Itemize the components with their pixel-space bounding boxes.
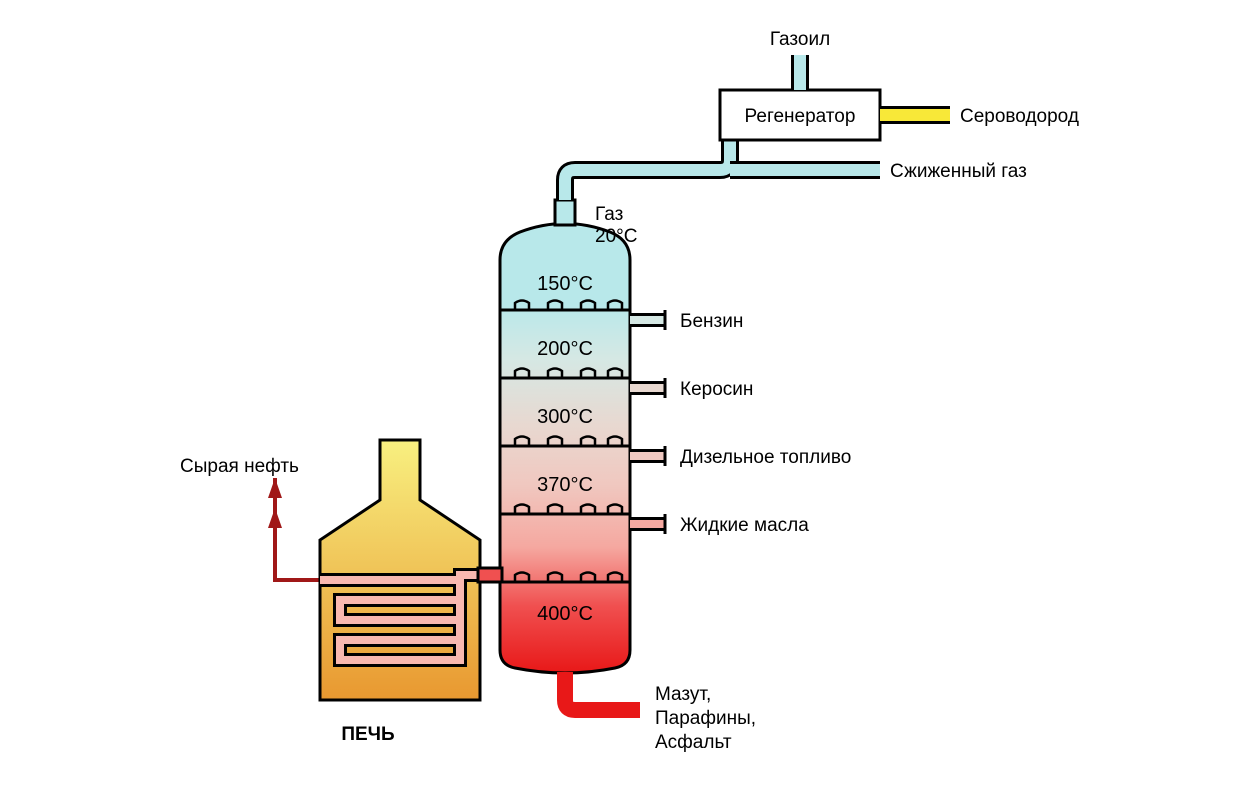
bottom-label-3: Асфальт [655, 732, 732, 753]
bottom-label-2: Парафины, [655, 708, 756, 729]
temp-300: 300°C [537, 406, 593, 428]
liquid-oils-label: Жидкие масла [680, 515, 809, 536]
temp-200: 200°C [537, 338, 593, 360]
gas-temp-label: 20°C [595, 226, 637, 247]
gasoline-pipe [630, 310, 665, 330]
crude-oil-label: Сырая нефть [180, 456, 299, 477]
gasoline-label: Бензин [680, 311, 743, 332]
bottom-pipe [565, 672, 640, 710]
furnace-label: ПЕЧЬ [341, 724, 394, 745]
gasoil-label: Газоил [770, 29, 830, 50]
temp-400: 400°C [537, 603, 593, 625]
kerosene-pipe [630, 378, 665, 398]
liquid-oils-pipe [630, 514, 665, 534]
regenerator-label: Регенератор [745, 106, 856, 127]
hydrogen-sulfide-label: Сероводород [960, 106, 1079, 127]
diesel-pipe [630, 446, 665, 466]
crude-oil-pipe [268, 478, 320, 580]
distillation-diagram: Сырая нефть ПЕЧЬ [0, 0, 1246, 794]
gas-pipe [565, 115, 730, 200]
gas-label: Газ [595, 204, 623, 225]
liquefied-gas-label: Сжиженный газ [890, 161, 1027, 182]
diesel-label: Дизельное топливо [680, 447, 851, 468]
temp-370: 370°C [537, 474, 593, 496]
kerosene-label: Керосин [680, 379, 753, 400]
furnace [320, 440, 500, 700]
feed-pipe [478, 568, 502, 582]
bottom-label-1: Мазут, [655, 684, 711, 705]
temp-150: 150°C [537, 273, 593, 295]
